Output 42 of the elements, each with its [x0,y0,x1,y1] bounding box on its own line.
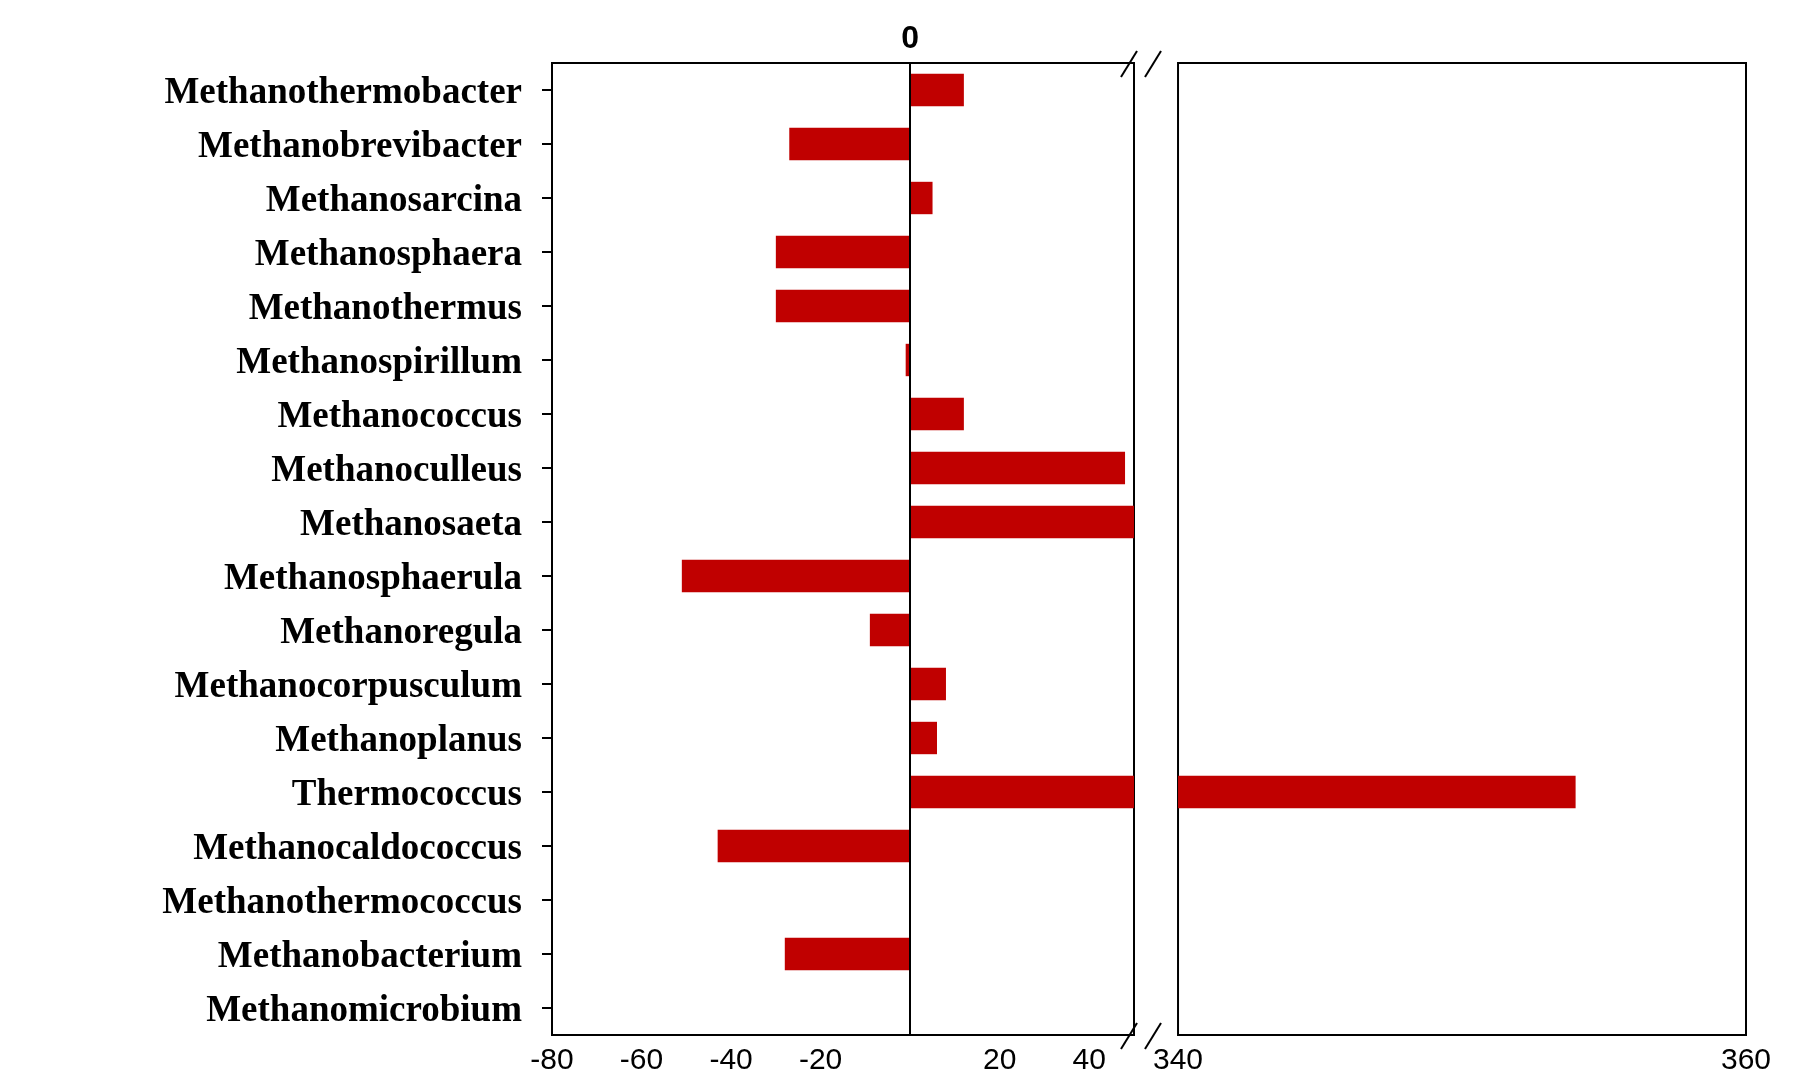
x-tick-label: -20 [798,1041,843,1075]
y-tick-label: Methanothermobacter [164,69,522,111]
bar [910,397,964,431]
y-tick-label: Methanococcus [277,393,522,435]
y-tick-label: Methanoculleus [271,447,522,489]
y-tick-label: Methanoregula [280,609,522,651]
y-tick-label: Methanosarcina [265,177,522,219]
bar [910,721,938,755]
bar [910,73,964,107]
y-tick-label: Methanobacterium [217,933,523,975]
y-tick-label: Methanospirillum [236,339,523,381]
y-tick-label: Methanoplanus [275,717,522,759]
y-tick-label: Thermococcus [291,771,522,813]
bar [681,559,911,593]
bar [910,667,946,701]
bar [910,775,1134,809]
y-tick-label: Methanosaeta [300,501,522,543]
ref-line-label: 0 [901,19,920,55]
bar [910,181,933,215]
x-tick-label: 360 [1720,1041,1772,1075]
y-tick-label: Methanothermus [248,285,522,327]
x-tick-label: 340 [1153,1041,1204,1075]
bar [717,829,911,863]
bar [784,937,911,971]
y-tick-label: Methanocorpusculum [174,663,523,705]
x-tick-label: -60 [619,1041,664,1075]
y-tick-label: Methanocaldococcus [193,825,522,867]
y-tick-label: Methanomicrobium [206,987,523,1029]
x-tick-label: -40 [709,1041,753,1075]
y-tick-label: Methanosphaera [254,231,522,273]
bar [789,127,911,161]
x-tick-label: -80 [530,1041,574,1075]
bar [869,613,911,647]
bar [775,235,911,269]
x-tick-label: 40 [1072,1041,1106,1075]
bar [910,505,1134,539]
bar [910,451,1126,485]
y-tick-label: Methanothermococcus [162,879,522,921]
bar [775,289,911,323]
x-tick-label: 20 [983,1041,1017,1075]
y-tick-label: Methanosphaerula [223,555,522,597]
y-tick-label: Methanobrevibacter [197,123,522,165]
